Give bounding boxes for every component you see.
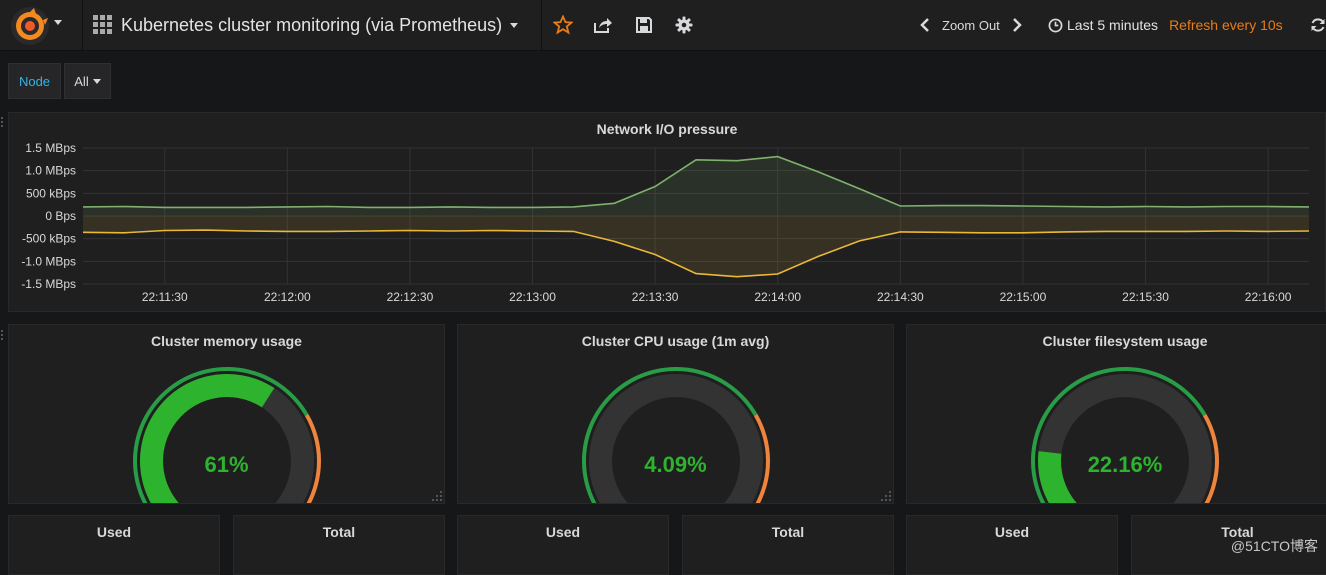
panel-title[interactable]: Used [458,524,668,540]
panel-title[interactable]: Total [234,524,444,540]
time-shift-back-icon[interactable] [916,16,934,34]
x-tick-label: 22:13:30 [632,290,679,304]
series-area-1 [83,216,1309,277]
gauge-value: 4.09% [458,452,893,478]
panel-memory-used: Used [8,515,220,575]
panel-filesystem-used: Used [906,515,1118,575]
refresh-interval-label: Refresh every 10s [1169,17,1283,33]
y-tick-label: -1.0 MBps [21,254,76,268]
save-icon[interactable] [634,15,654,35]
variable-value: All [74,74,88,89]
panel-filesystem-gauge: Cluster filesystem usage 22.16% [906,324,1326,504]
x-tick-label: 22:11:30 [142,290,188,304]
variable-label-node: Node [8,63,61,99]
panel-cpu-gauge: Cluster CPU usage (1m avg) 4.09% [457,324,894,504]
x-tick-label: 22:15:30 [1122,290,1169,304]
dashboard-grid-icon [93,15,113,35]
y-tick-label: -500 kBps [22,232,76,246]
panel-cpu-used: Used [457,515,669,575]
star-icon[interactable] [553,15,573,35]
time-shift-forward-icon[interactable] [1008,16,1026,34]
time-range-picker[interactable]: Last 5 minutes Refresh every 10s [1048,0,1283,50]
gear-icon[interactable] [674,15,694,35]
resize-handle-icon[interactable] [432,491,442,501]
resize-handle-icon[interactable] [881,491,891,501]
watermark: @51CTO博客 [1231,536,1318,556]
panel-memory-gauge: Cluster memory usage 61% [8,324,445,504]
x-tick-label: 22:16:00 [1245,290,1292,304]
divider [541,0,542,50]
dashboard-title: Kubernetes cluster monitoring (via Prome… [121,15,502,36]
panel-memory-total: Total [233,515,445,575]
clock-icon [1048,18,1063,33]
y-tick-label: -1.5 MBps [21,277,76,291]
panel-cpu-total: Total [682,515,894,575]
panel-title[interactable]: Used [907,524,1117,540]
y-tick-label: 1.0 MBps [25,164,76,178]
x-tick-label: 22:12:30 [387,290,434,304]
x-tick-label: 22:15:00 [1000,290,1047,304]
y-tick-label: 1.5 MBps [25,141,76,155]
grafana-logo-icon[interactable] [10,6,50,46]
gauge-value: 61% [9,452,444,478]
top-navbar: Kubernetes cluster monitoring (via Prome… [0,0,1326,51]
zoom-controls: Zoom Out [916,0,1026,50]
panel-title[interactable]: Used [9,524,219,540]
row-drag-handle[interactable] [1,330,5,342]
x-tick-label: 22:14:00 [754,290,801,304]
x-tick-label: 22:12:00 [264,290,311,304]
caret-down-icon [93,79,101,84]
x-tick-label: 22:13:00 [509,290,556,304]
panel-title[interactable]: Total [683,524,893,540]
refresh-icon[interactable] [1310,17,1326,33]
x-tick-label: 22:14:30 [877,290,924,304]
row-drag-handle[interactable] [1,117,5,129]
variable-dropdown-node[interactable]: All [64,63,111,99]
dashboard-picker-button[interactable]: Kubernetes cluster monitoring (via Prome… [83,0,541,50]
time-range-label: Last 5 minutes [1067,17,1158,33]
y-tick-label: 0 Bps [45,209,76,223]
zoom-out-button[interactable]: Zoom Out [942,18,1000,33]
share-icon[interactable] [593,15,613,35]
y-tick-label: 500 kBps [26,186,76,200]
chevron-down-icon [510,23,518,28]
gauge-value: 22.16% [907,452,1326,478]
network-io-chart[interactable]: 1.5 MBps 1.0 MBps 500 kBps 0 Bps -500 kBps -1… [9,113,1325,311]
logo-caret-icon[interactable] [54,20,62,25]
gauge-value-arc [140,374,274,503]
